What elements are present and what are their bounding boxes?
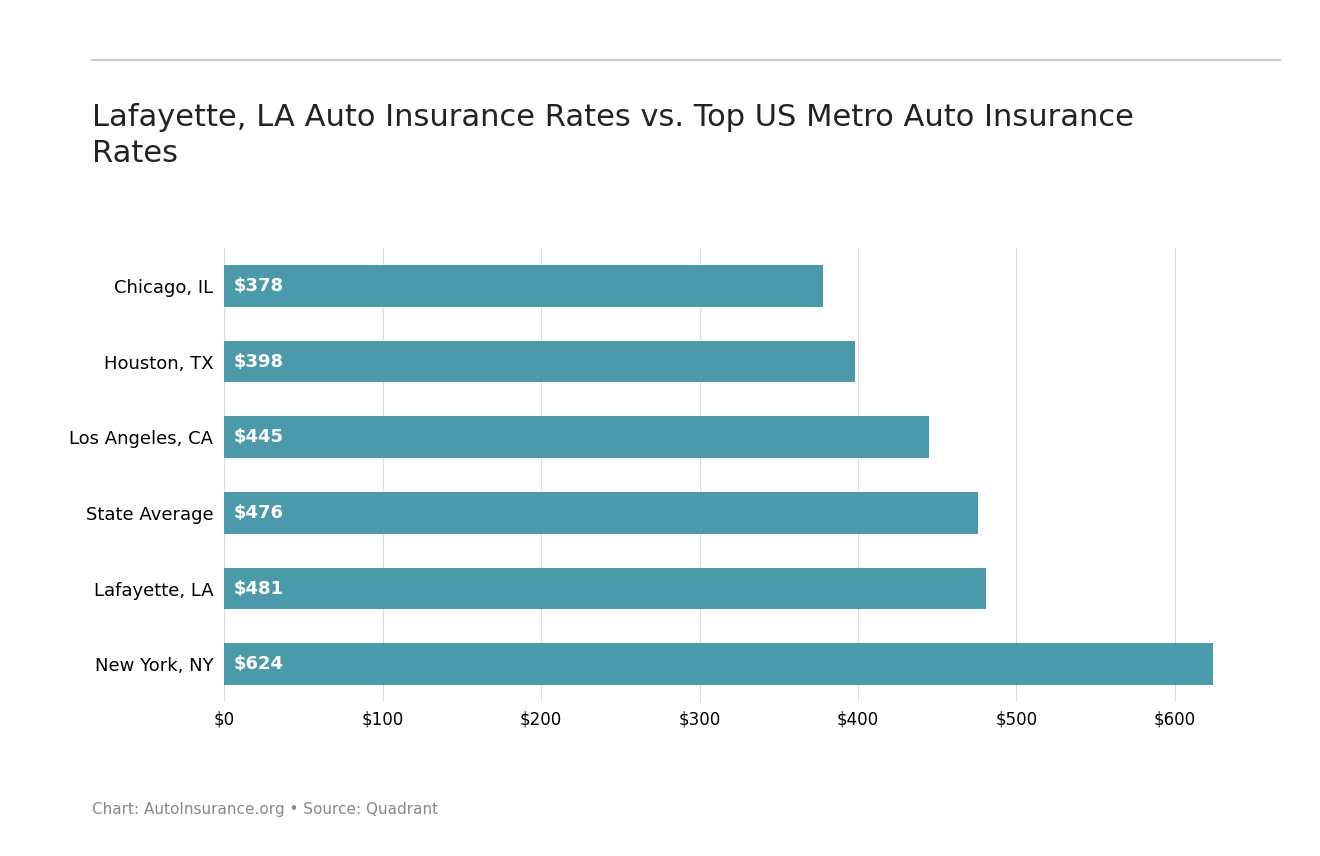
Text: $398: $398 <box>234 353 284 371</box>
Bar <box>224 644 1213 685</box>
Bar <box>224 417 929 458</box>
Text: $445: $445 <box>234 428 284 446</box>
Text: $378: $378 <box>234 277 284 295</box>
Bar <box>224 265 824 306</box>
Text: Lafayette, LA Auto Insurance Rates vs. Top US Metro Auto Insurance
Rates: Lafayette, LA Auto Insurance Rates vs. T… <box>92 103 1134 168</box>
Bar <box>224 341 855 383</box>
Bar <box>224 492 978 533</box>
Text: $481: $481 <box>234 580 284 597</box>
Bar <box>224 568 986 609</box>
Text: Chart: AutoInsurance.org • Source: Quadrant: Chart: AutoInsurance.org • Source: Quadr… <box>92 802 438 817</box>
Text: $624: $624 <box>234 655 284 673</box>
Text: $476: $476 <box>234 504 284 522</box>
